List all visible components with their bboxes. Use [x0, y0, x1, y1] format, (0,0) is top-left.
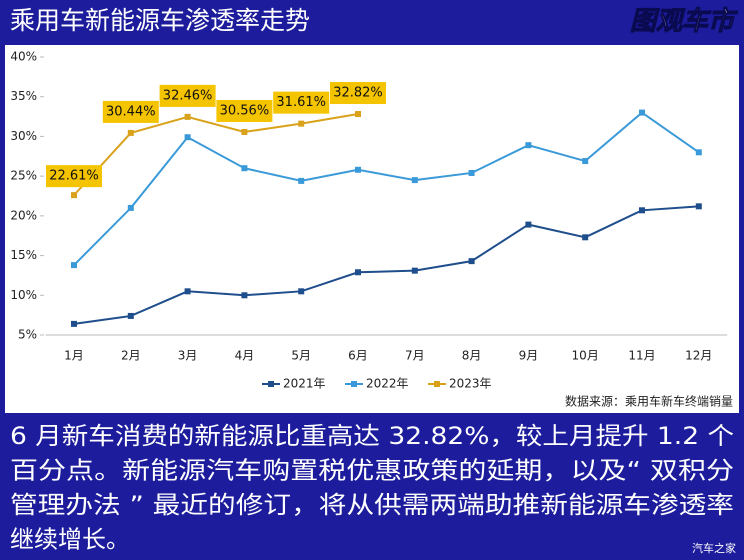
- point-marker: [525, 221, 532, 228]
- legend-label: 2023年: [449, 377, 492, 391]
- legend-marker: [268, 381, 274, 387]
- caption: 6 月新车消费的新能源比重高达 32.82%，较上月提升 1.2 个百分点。新能…: [10, 422, 734, 554]
- point-marker: [298, 120, 305, 127]
- x-tick-label: 9月: [519, 349, 539, 363]
- point-marker: [184, 113, 191, 120]
- y-tick-label: 20%: [10, 208, 37, 222]
- point-marker: [298, 288, 305, 295]
- point-marker: [71, 262, 77, 269]
- point-marker: [695, 149, 702, 156]
- point-marker: [127, 129, 134, 136]
- legend-label: 2022年: [366, 377, 409, 391]
- point-marker: [582, 234, 589, 241]
- source-note: 数据来源：乘用车新车终端销量: [565, 394, 733, 409]
- series-line: [73, 205, 699, 325]
- chart: 5% 10% 15% 20% 25% 30% 35% 40% 1月 2月 3月 4月 5月 6月 7月 8月 9…: [10, 50, 733, 409]
- point-marker: [411, 267, 418, 274]
- point-marker: [184, 288, 191, 295]
- point-marker: [582, 158, 589, 165]
- data-label: 30.56%: [220, 103, 270, 118]
- caption-line: 百分点。新能源汽车购置税优惠政策的延期，以及“ 双积分: [10, 457, 734, 485]
- series-line: [73, 111, 700, 266]
- x-tick-label: 8月: [462, 349, 482, 363]
- page-title: 乘用车新能源车渗透率走势: [10, 6, 310, 35]
- point-marker: [298, 177, 305, 184]
- point-marker: [127, 312, 134, 319]
- y-tick-label: 25%: [10, 169, 37, 183]
- point-marker: [184, 134, 191, 141]
- y-tick-label: 10%: [10, 288, 37, 302]
- label-box: [216, 99, 273, 122]
- label-box: [159, 84, 216, 107]
- point-marker: [695, 203, 702, 210]
- label-box: [46, 165, 102, 188]
- x-tick-label: 12月: [685, 349, 712, 363]
- x-tick-label: 1月: [64, 349, 84, 363]
- x-tick-label: 4月: [235, 349, 255, 363]
- logo: 图观车市: [630, 7, 738, 37]
- x-tick-label: 5月: [291, 349, 311, 363]
- y-tick-label: 15%: [10, 248, 37, 262]
- series-line: [73, 113, 359, 196]
- point-marker: [241, 165, 248, 172]
- x-tick-label: 3月: [178, 349, 198, 363]
- x-tick-label: 11月: [628, 349, 655, 363]
- point-marker: [639, 109, 645, 116]
- point-marker: [241, 292, 248, 299]
- label-box: [102, 100, 159, 123]
- label-box: [273, 91, 330, 114]
- y-tick-label: 5%: [18, 328, 37, 342]
- x-tick-label: 2月: [121, 349, 141, 363]
- data-label: 30.44%: [106, 104, 156, 119]
- point-marker: [468, 169, 475, 176]
- point-marker: [127, 204, 134, 211]
- data-label: 31.61%: [276, 95, 326, 110]
- legend-marker: [434, 381, 440, 387]
- point-marker: [639, 207, 645, 214]
- x-tick-label: 6月: [348, 349, 368, 363]
- caption-line: 6 月新车消费的新能源比重高达 32.82%，较上月提升 1.2 个: [10, 422, 734, 450]
- x-tick-label: 10月: [572, 349, 599, 363]
- y-tick-label: 35%: [10, 89, 37, 103]
- point-marker: [411, 177, 418, 184]
- data-label: 32.46%: [163, 88, 213, 103]
- data-label: 22.61%: [49, 169, 99, 184]
- point-marker: [355, 166, 361, 173]
- data-label: 32.82%: [333, 86, 383, 101]
- point-marker: [71, 192, 77, 199]
- y-tick-label: 30%: [10, 129, 37, 143]
- point-marker: [355, 269, 361, 276]
- point-marker: [355, 111, 361, 118]
- x-tick-label: 7月: [405, 349, 425, 363]
- label-box: [330, 82, 386, 105]
- caption-line: 继续增长。: [10, 526, 130, 554]
- point-marker: [468, 258, 475, 265]
- point-marker: [241, 128, 248, 135]
- point-marker: [525, 142, 532, 149]
- legend-label: 2021年: [283, 377, 326, 391]
- point-marker: [71, 320, 77, 327]
- y-tick-label: 40%: [10, 50, 37, 64]
- legend-marker: [351, 381, 357, 387]
- watermark: 汽车之家: [692, 541, 736, 555]
- caption-line: 管理办法 ” 最近的修订，将从供需两端助推新能源车渗透率: [10, 491, 734, 519]
